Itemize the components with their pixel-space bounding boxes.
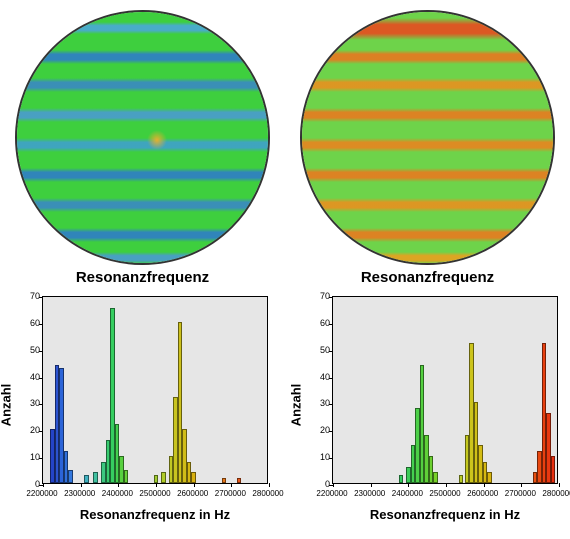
x-tick-label: 2700000 [505, 489, 536, 498]
y-tick-label: 30 [28, 398, 40, 408]
y-tick-label: 0 [28, 479, 40, 489]
histogram-left: Anzahl Resonanzfrequenz in Hz 0102030405… [10, 290, 270, 520]
x-tick-label: 2800000 [252, 489, 283, 498]
y-tick-label: 70 [318, 291, 330, 301]
y-tick-label: 50 [318, 345, 330, 355]
x-tick-label: 2400000 [102, 489, 133, 498]
histogram-bar [154, 475, 159, 483]
x-tick-label: 2600000 [177, 489, 208, 498]
histogram-bar [93, 472, 98, 483]
histogram-row: Anzahl Resonanzfrequenz in Hz 0 10 20 30 40 5… [10, 290, 560, 520]
circle-heatmap-right [300, 10, 555, 265]
x-tick-label: 2700000 [215, 489, 246, 498]
histogram-bar [191, 472, 196, 483]
heatmap-title-right: Resonanzfrequenz [361, 269, 494, 286]
histogram-bar [161, 472, 166, 483]
x-tick-label: 2400000 [392, 489, 423, 498]
histogram-bar [433, 472, 438, 483]
x-tick-label: 2500000 [139, 489, 170, 498]
x-tick-label: 2300000 [64, 489, 95, 498]
y-tick-label: 40 [318, 372, 330, 382]
y-tick-label: 50 [28, 345, 40, 355]
y-tick-label: 20 [28, 425, 40, 435]
histogram-plot-area [332, 296, 558, 484]
histogram-bar [459, 475, 464, 483]
histogram-right: Anzahl Resonanzfrequenz in Hz 0102030405… [300, 290, 560, 520]
histogram-bar [222, 478, 227, 483]
y-tick-label: 60 [318, 318, 330, 328]
x-tick-label: 2500000 [429, 489, 460, 498]
figure-container: Resonanzfrequenz Resonanzfrequenz Anzahl… [10, 10, 560, 520]
y-tick-label: 10 [318, 452, 330, 462]
heatmap-title-left: Resonanzfrequenz [76, 269, 209, 286]
y-tick-label: 40 [28, 372, 40, 382]
y-tick-label: 30 [318, 398, 330, 408]
histogram-bar [551, 456, 556, 483]
histogram-bar [399, 475, 404, 483]
y-tick-label: 0 [318, 479, 330, 489]
heatmap-row: Resonanzfrequenz Resonanzfrequenz [10, 10, 560, 290]
histogram-bar [68, 470, 73, 483]
x-tick-label: 2800000 [542, 489, 570, 498]
circle-heatmap-left [15, 10, 270, 265]
histogram-bar [84, 475, 89, 483]
y-tick-label: 60 [28, 318, 40, 328]
x-tick-label: 2200000 [316, 489, 347, 498]
y-axis-label: Anzahl [289, 384, 304, 427]
x-tick-label: 2200000 [26, 489, 57, 498]
x-axis-label: Resonanzfrequenz in Hz [332, 507, 558, 522]
x-tick-label: 2600000 [467, 489, 498, 498]
histogram-bar [124, 470, 129, 483]
x-axis-label: Resonanzfrequenz in Hz [42, 507, 268, 522]
y-tick-label: 10 [28, 452, 40, 462]
histogram-plot-area [42, 296, 268, 484]
histogram-bar [487, 472, 492, 483]
y-tick-label: 70 [28, 291, 40, 301]
histogram-bar [237, 478, 242, 483]
heatmap-panel-right: Resonanzfrequenz [295, 10, 560, 290]
y-tick-label: 20 [318, 425, 330, 435]
y-axis-label: Anzahl [0, 384, 14, 427]
heatmap-panel-left: Resonanzfrequenz [10, 10, 275, 290]
x-tick-label: 2300000 [354, 489, 385, 498]
